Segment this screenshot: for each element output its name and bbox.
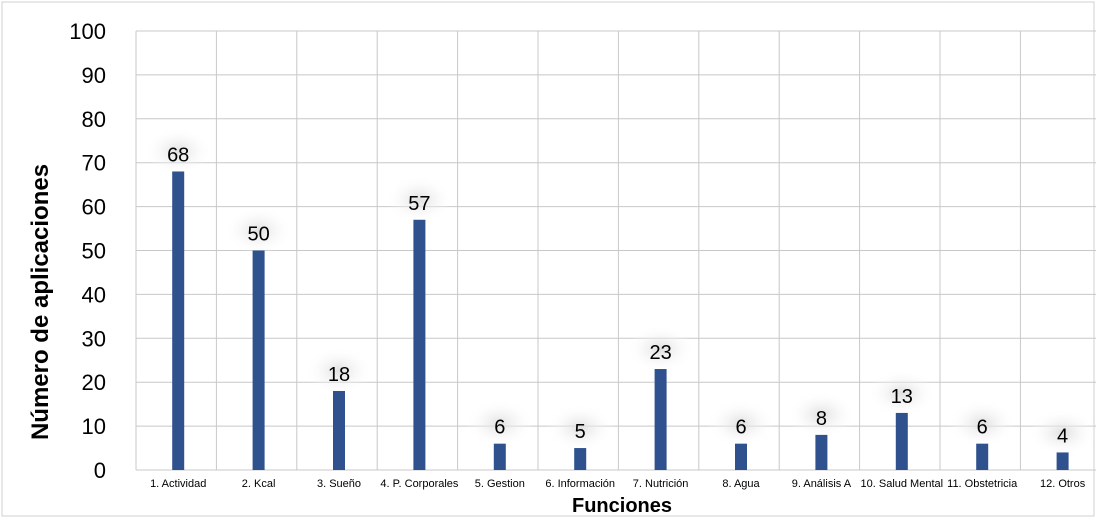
y-tick-label: 100 (69, 19, 106, 44)
x-tick-label: 9. Análisis A (792, 478, 852, 490)
x-tick-label: 10. Salud Mental (861, 478, 944, 490)
data-label: 6 (977, 417, 988, 439)
x-axis-label: Funciones (572, 495, 672, 517)
data-label-glow (626, 325, 695, 374)
data-label: 6 (494, 417, 505, 439)
data-label: 50 (247, 224, 269, 246)
bar (413, 219, 426, 470)
data-label-glow (144, 127, 213, 176)
data-label: 6 (735, 417, 746, 439)
data-label-glow (948, 399, 1017, 448)
data-label: 4 (1057, 425, 1068, 447)
x-tick-label: 3. Sueño (317, 478, 361, 490)
data-label: 68 (167, 144, 189, 166)
x-tick-label: 11. Obstetricia (947, 478, 1018, 490)
gridlines (135, 30, 1096, 471)
y-tick-label: 0 (94, 458, 106, 483)
bar (976, 443, 989, 470)
y-tick-label: 10 (82, 414, 106, 439)
x-tick-label: 2. Kcal (242, 478, 276, 490)
bar (895, 412, 908, 470)
data-label-glow (787, 390, 856, 439)
y-tick-label: 70 (82, 151, 106, 176)
x-tick-label: 7. Nutrición (633, 478, 689, 490)
data-label-glow (1028, 408, 1096, 457)
data-label: 5 (575, 421, 586, 443)
data-label-glow (546, 404, 615, 453)
y-axis-label: Número de aplicaciones (27, 164, 54, 440)
data-label-glow (385, 175, 454, 224)
y-tick-label: 20 (82, 370, 106, 395)
data-label: 13 (891, 386, 913, 408)
bar (493, 443, 506, 470)
x-tick-label: 8. Agua (722, 478, 760, 490)
x-axis-ticks: 1. Actividad 2. Kcal 3. Sueño 4. P. Corpora… (150, 478, 1086, 490)
y-tick-label: 90 (82, 63, 106, 88)
data-label-glow (867, 368, 936, 417)
y-tick-label: 60 (82, 195, 106, 220)
data-label-glow (707, 399, 775, 448)
bar (815, 434, 828, 470)
data-label: 57 (408, 193, 430, 215)
data-label: 23 (649, 342, 671, 364)
data-label-glow (224, 206, 293, 255)
y-tick-label: 50 (82, 239, 106, 264)
bar (574, 448, 587, 470)
bar (654, 369, 667, 470)
bar (252, 250, 265, 470)
x-tick-label: 12. Otros (1040, 478, 1086, 490)
y-tick-label: 40 (82, 282, 106, 307)
data-label-glow (305, 346, 373, 395)
x-tick-label: 5. Gestion (475, 478, 525, 490)
bar (333, 390, 345, 470)
y-tick-label: 80 (82, 107, 106, 132)
y-tick-label: 30 (82, 326, 106, 351)
y-axis-ticks: 0 10 20 30 40 50 60 70 80 90 100 (69, 19, 106, 483)
x-tick-label: 6. Información (545, 478, 615, 490)
x-tick-label: 1. Actividad (150, 478, 206, 490)
x-tick-label: 4. P. Corporales (380, 478, 459, 490)
data-label-glow (465, 399, 534, 448)
bar (1056, 452, 1069, 470)
data-label: 8 (816, 408, 827, 430)
bar (735, 443, 747, 470)
bar (172, 171, 185, 471)
data-label: 18 (328, 364, 350, 386)
